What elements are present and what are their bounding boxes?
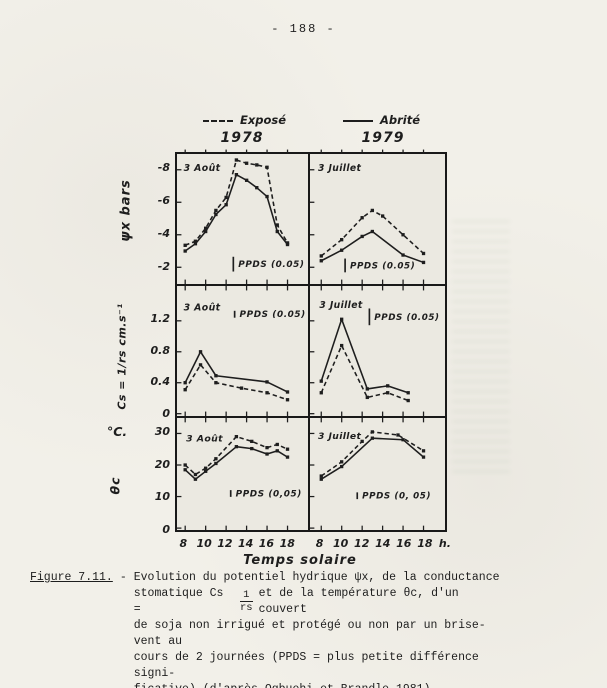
x-tick-label: 8	[315, 537, 324, 550]
caption-body: Evolution du potentiel hydrique ψx, de l…	[134, 570, 506, 688]
fraction-numerator: 1	[243, 588, 250, 601]
x-tick-label: 10	[196, 537, 212, 550]
panel-cell: 3 Août PPDS (0.05)	[177, 286, 310, 418]
y-tick-label: -8	[157, 161, 170, 174]
ppds-label: PPDS (0, 05)	[362, 492, 431, 502]
bleedthrough-smudge	[452, 220, 510, 480]
caption-line-2: stomatique Cs = 1 rs et de la températur…	[134, 586, 506, 618]
x-tick-label: 8	[179, 537, 188, 550]
caption-line-1: Evolution du potentiel hydrique ψx, de l…	[133, 571, 500, 584]
legend-label-expose: Exposé	[240, 113, 287, 127]
ppds-label: PPDS (0,05)	[236, 489, 302, 499]
panel-cell: 3 Août PPDS (0,05)	[177, 418, 310, 530]
panel-psi-1979: 3 Juillet PPDS (0.05)	[310, 149, 426, 284]
figure-plot-grid: 3 Août PPDS (0.05) 3 Juillet PPDS (0.05) 3…	[175, 149, 447, 532]
y-tick-label: 20	[154, 457, 170, 471]
caption-line-4: cours de 2 journées (PPDS = plus petite …	[133, 651, 479, 680]
x-tick-label: 18	[279, 537, 295, 550]
caption-figure-label: Figure 7.11.	[30, 571, 113, 584]
panel-cell: 3 Juillet PPDS (0.05)	[310, 286, 445, 418]
legend-item-abrite: Abrité	[343, 113, 420, 127]
y-tick-label: 1.2	[150, 312, 171, 326]
caption-line-5: ficative) (d'après Ogbuehi et Brandle 19…	[134, 682, 506, 688]
panel-theta-1978: 3 Août PPDS (0,05)	[177, 418, 302, 530]
solid-line-sample	[343, 120, 373, 122]
x-axis-title: Temps solaire	[243, 553, 357, 568]
y-tick-label: -2	[157, 260, 170, 273]
panel-cs-1978: 3 Août PPDS (0.05)	[177, 286, 306, 416]
caption-separator: -	[119, 571, 127, 584]
x-axis-unit: h.	[438, 537, 451, 550]
panel-title: 3 Août	[186, 434, 223, 445]
panel-cell: 3 Juillet PPDS (0.05)	[310, 149, 445, 286]
y-tick-label: -4	[157, 227, 170, 240]
x-tick-label: 12	[354, 537, 370, 550]
y-tick-label: 30	[154, 425, 170, 438]
panel-title: 3 Juillet	[318, 163, 361, 174]
ppds-label: PPDS (0.05)	[374, 313, 439, 323]
figure-caption: Figure 7.11. - Evolution du potentiel hy…	[30, 570, 506, 688]
column-year-1978: 1978	[220, 130, 264, 146]
legend-item-expose: Exposé	[203, 113, 286, 127]
y-axis-label-degrees: °C.	[107, 424, 128, 439]
panel-cs-1979: 3 Juillet PPDS (0.05)	[310, 286, 439, 416]
y-tick-label: 10	[154, 490, 170, 504]
x-tick-label: 12	[217, 537, 233, 550]
panel-title: 3 Août	[184, 163, 221, 174]
x-tick-label: 18	[417, 537, 433, 550]
ppds-label: PPDS (0.05)	[238, 260, 304, 270]
x-tick-label: 16	[258, 537, 275, 550]
dashed-line-sample	[203, 120, 233, 122]
y-tick-label: 0.4	[150, 375, 171, 389]
panel-theta-1979: 3 Juillet PPDS (0, 05)	[310, 418, 431, 530]
x-tick-label: 16	[396, 537, 412, 550]
caption-line-3: de soja non irrigué et protégé ou non pa…	[133, 619, 486, 648]
panel-cell: 3 Août PPDS (0.05)	[177, 149, 310, 286]
y-tick-label: -6	[157, 194, 170, 207]
page-number: - 188 -	[271, 22, 336, 36]
column-year-1979: 1979	[361, 130, 405, 146]
ppds-label: PPDS (0.05)	[350, 261, 415, 271]
y-axis-label-cs: Cs = 1/rs cm.s⁻¹	[115, 303, 129, 410]
caption-line-2-pre: stomatique Cs =	[133, 587, 224, 616]
x-tick-label: 14	[238, 537, 254, 550]
y-tick-label: 0	[162, 523, 170, 537]
panel-cell: 3 Juillet PPDS (0, 05)	[310, 418, 445, 530]
fraction-denominator: rs	[239, 601, 253, 614]
x-tick-label: 14	[375, 537, 391, 550]
legend-label-abrite: Abrité	[380, 113, 421, 127]
panel-title: 3 Août	[184, 303, 221, 314]
panel-psi-1978: 3 Août PPDS (0.05)	[177, 149, 304, 284]
caption-line-2-post: et de la température θc, d'un couvert	[258, 587, 459, 616]
caption-fraction: 1 rs	[239, 588, 253, 614]
panel-title: 3 Juillet	[319, 300, 362, 311]
panel-title: 3 Juillet	[318, 431, 361, 442]
y-tick-label: 0.8	[150, 343, 171, 357]
y-tick-label: 0	[162, 406, 170, 420]
x-tick-label: 10	[332, 537, 349, 550]
ppds-label: PPDS (0.05)	[240, 310, 306, 320]
y-axis-label-psi: ψx bars	[118, 179, 134, 242]
y-axis-label-theta: θc	[107, 476, 123, 495]
